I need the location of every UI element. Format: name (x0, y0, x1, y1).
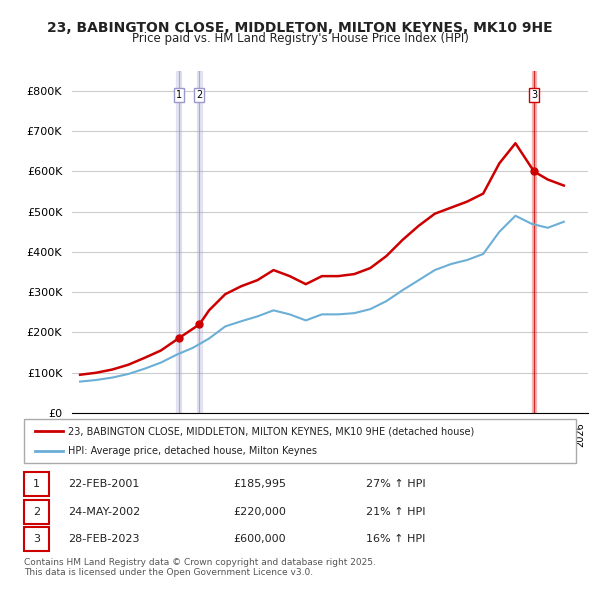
Text: 23, BABINGTON CLOSE, MIDDLETON, MILTON KEYNES, MK10 9HE (detached house): 23, BABINGTON CLOSE, MIDDLETON, MILTON K… (68, 427, 475, 436)
Text: £185,995: £185,995 (234, 480, 287, 490)
Text: 2: 2 (196, 90, 203, 100)
Text: HPI: Average price, detached house, Milton Keynes: HPI: Average price, detached house, Milt… (68, 446, 317, 455)
Text: 27% ↑ HPI: 27% ↑ HPI (366, 480, 426, 490)
Text: 2: 2 (33, 507, 40, 517)
Text: 16% ↑ HPI: 16% ↑ HPI (366, 534, 425, 544)
FancyBboxPatch shape (24, 500, 49, 524)
Text: £220,000: £220,000 (234, 507, 287, 517)
Text: 3: 3 (531, 90, 537, 100)
Bar (176, 71, 181, 413)
Bar (532, 71, 536, 413)
Text: Price paid vs. HM Land Registry's House Price Index (HPI): Price paid vs. HM Land Registry's House … (131, 32, 469, 45)
Text: 3: 3 (33, 534, 40, 544)
Text: £600,000: £600,000 (234, 534, 286, 544)
Text: 24-MAY-2002: 24-MAY-2002 (68, 507, 140, 517)
Text: 22-FEB-2001: 22-FEB-2001 (68, 480, 140, 490)
Text: 1: 1 (176, 90, 182, 100)
Text: Contains HM Land Registry data © Crown copyright and database right 2025.
This d: Contains HM Land Registry data © Crown c… (24, 558, 376, 577)
Text: 1: 1 (33, 480, 40, 490)
Text: 21% ↑ HPI: 21% ↑ HPI (366, 507, 426, 517)
Text: 28-FEB-2023: 28-FEB-2023 (68, 534, 140, 544)
Text: 23, BABINGTON CLOSE, MIDDLETON, MILTON KEYNES, MK10 9HE: 23, BABINGTON CLOSE, MIDDLETON, MILTON K… (47, 21, 553, 35)
FancyBboxPatch shape (24, 419, 576, 463)
FancyBboxPatch shape (24, 473, 49, 496)
Bar (197, 71, 202, 413)
FancyBboxPatch shape (24, 527, 49, 551)
